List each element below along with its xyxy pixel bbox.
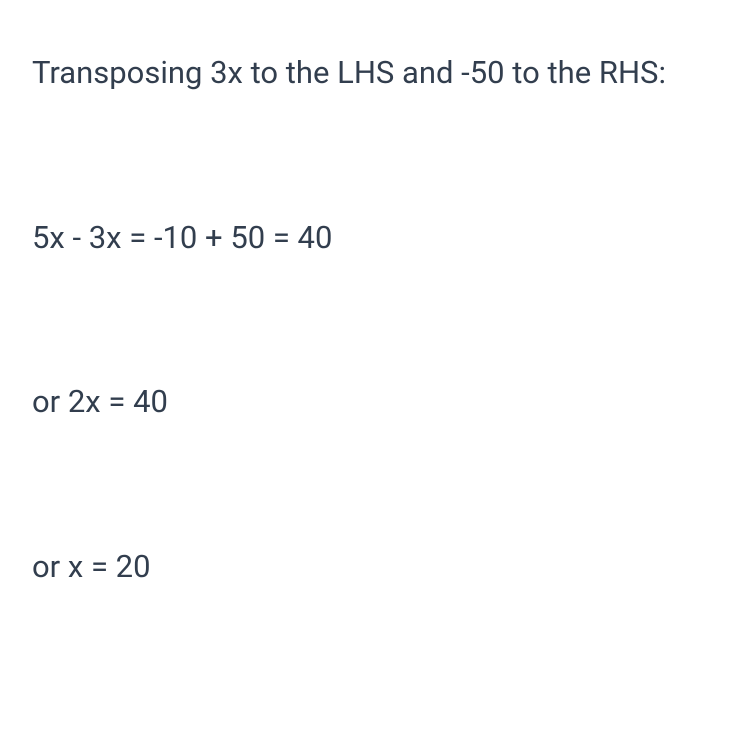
- math-equation-3: or x = 20: [32, 544, 718, 591]
- text-line-4: or x = 20: [32, 544, 718, 591]
- math-equation-2: or 2x = 40: [32, 379, 718, 426]
- text-line-3: or 2x = 40: [32, 379, 718, 426]
- math-step-description: Transposing 3x to the LHS and -50 to the…: [32, 50, 718, 97]
- text-line-1: Transposing 3x to the LHS and -50 to the…: [32, 50, 718, 97]
- math-equation-1: 5x - 3x = -10 + 50 = 40: [32, 215, 718, 262]
- text-line-2: 5x - 3x = -10 + 50 = 40: [32, 215, 718, 262]
